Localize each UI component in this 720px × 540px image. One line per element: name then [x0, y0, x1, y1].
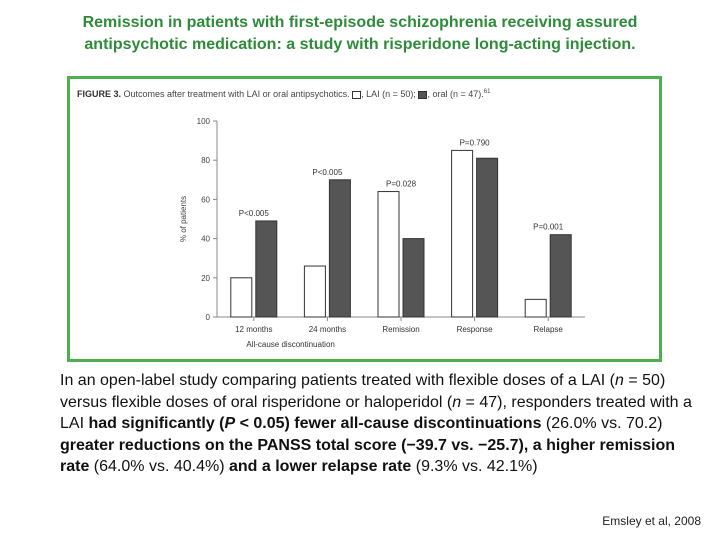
- legend-oral: , oral (n = 47).: [427, 89, 484, 99]
- bar-lai: [524, 298, 547, 318]
- summary-bold-3: greater reductions on the PANSS total sc…: [60, 436, 397, 454]
- summary-p: P: [224, 415, 236, 432]
- bar-lai: [303, 265, 326, 318]
- bar-oral: [549, 234, 572, 318]
- bar-oral: [328, 179, 351, 318]
- title-line-2: antipsychotic medication: a study with r…: [84, 36, 636, 53]
- summary-bold-2: < 0.05) fewer all-cause discontinuations: [235, 415, 542, 432]
- x-tick-label: Remission: [382, 325, 419, 334]
- legend-swatch-lai: [352, 90, 362, 99]
- x-tick-label: 12 months: [235, 325, 272, 334]
- summary-seg-3: = 47), responders treated with a LAI: [60, 393, 692, 433]
- legend-swatch-oral: [418, 90, 428, 99]
- x-tick-label: Relapse: [534, 325, 564, 334]
- summary-bold-1: had significantly (: [88, 415, 225, 432]
- bar-lai: [451, 149, 474, 318]
- p-value-label: P<0.005: [239, 209, 270, 218]
- p-value-label: P=0.001: [533, 223, 564, 232]
- summary-n-2: n: [452, 393, 462, 411]
- slide-title: Remission in patients with first-episode…: [0, 12, 720, 56]
- summary-n-1: n: [615, 372, 624, 389]
- y-tick-label: 40: [201, 235, 210, 244]
- summary-bold-5: and a lower relapse rate: [228, 458, 412, 475]
- bar-chart: 0 20 40 60 80 100 % of patients 12 months P<0.00…: [179, 117, 585, 349]
- summary-seg-6: (9.3% vs. 42.1%): [411, 458, 538, 475]
- legend-lai: , LAI (n = 50);: [361, 89, 416, 99]
- y-tick-label: 20: [201, 274, 210, 283]
- y-tick-label: 80: [201, 156, 210, 165]
- figure-label: FIGURE 3.: [77, 89, 122, 99]
- bar-lai: [230, 277, 253, 318]
- figure-frame: FIGURE 3. Outcomes after treatment with …: [67, 76, 662, 362]
- citation: Emsley et al, 2008: [602, 514, 701, 528]
- y-tick-label: 100: [197, 117, 211, 126]
- y-tick-label: 0: [206, 313, 211, 322]
- summary-seg-2: = 50) versus flexible doses of oral risp…: [60, 372, 666, 411]
- summary-seg-1: In an open-label study comparing patient…: [60, 372, 615, 389]
- summary-bold-4: (−39.7 vs. −25.7), a higher remission ra…: [60, 436, 676, 476]
- legend-ref: 61: [483, 89, 491, 95]
- bar-oral: [476, 157, 499, 318]
- x-tick-label: 24 months: [309, 325, 346, 334]
- p-value-label: P=0.790: [460, 138, 491, 147]
- group-label: All-cause discontinuation: [246, 340, 335, 349]
- bar-oral: [255, 220, 278, 318]
- x-tick-label: Response: [457, 325, 494, 334]
- title-line-1: Remission in patients with first-episode…: [82, 14, 638, 31]
- figure-caption: FIGURE 3. Outcomes after treatment with …: [77, 89, 490, 99]
- summary-seg-5: (64.0% vs. 40.4%): [89, 458, 229, 475]
- summary-seg-4: (26.0% vs. 70.2): [541, 415, 663, 432]
- y-axis-label: % of patients: [179, 196, 188, 242]
- summary-text: In an open-label study comparing patient…: [60, 370, 705, 478]
- bar-oral: [402, 238, 425, 318]
- bar-lai: [377, 191, 400, 318]
- figure-caption-text: Outcomes after treatment with LAI or ora…: [123, 89, 350, 99]
- p-value-label: P<0.005: [312, 168, 343, 177]
- y-tick-label: 60: [201, 195, 210, 204]
- p-value-label: P=0.028: [386, 180, 417, 189]
